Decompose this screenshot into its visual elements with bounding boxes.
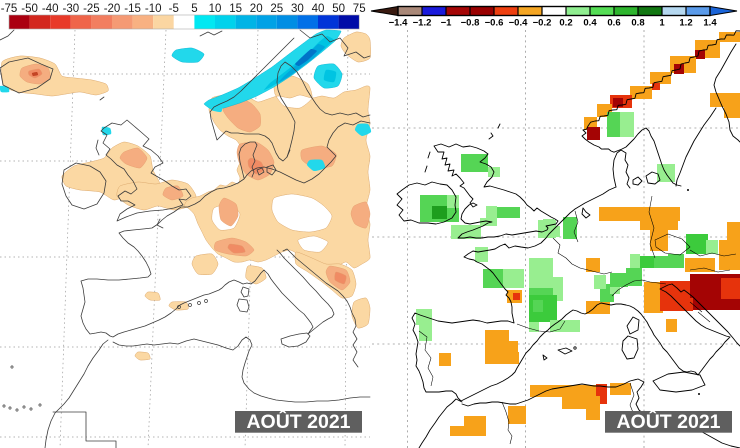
svg-text:25: 25 — [270, 3, 283, 15]
svg-text:-30: -30 — [62, 3, 79, 15]
svg-text:0.6: 0.6 — [607, 18, 620, 29]
svg-text:AOÛT 2021: AOÛT 2021 — [616, 409, 720, 433]
svg-text:30: 30 — [291, 3, 304, 15]
svg-text:40: 40 — [312, 3, 325, 15]
svg-text:AOÛT 2021: AOÛT 2021 — [246, 409, 350, 433]
svg-text:15: 15 — [229, 3, 242, 15]
svg-text:10: 10 — [209, 3, 222, 15]
svg-text:−0.8: −0.8 — [461, 18, 480, 29]
svg-text:1: 1 — [659, 18, 665, 29]
svg-text:1.2: 1.2 — [679, 18, 692, 29]
svg-text:−0.2: −0.2 — [533, 18, 552, 29]
svg-text:0.8: 0.8 — [631, 18, 644, 29]
svg-text:-75: -75 — [1, 3, 18, 15]
svg-text:−0.4: −0.4 — [509, 18, 528, 29]
svg-text:75: 75 — [353, 3, 366, 15]
svg-text:5: 5 — [191, 3, 197, 15]
svg-text:-50: -50 — [21, 3, 38, 15]
svg-text:−1.4: −1.4 — [389, 18, 408, 29]
svg-text:-15: -15 — [124, 3, 141, 15]
svg-text:-10: -10 — [145, 3, 162, 15]
svg-text:1.4: 1.4 — [703, 18, 717, 29]
svg-text:-20: -20 — [104, 3, 121, 15]
svg-text:−1: −1 — [441, 18, 453, 29]
svg-text:-25: -25 — [83, 3, 100, 15]
svg-text:50: 50 — [332, 3, 345, 15]
svg-text:20: 20 — [250, 3, 263, 15]
svg-text:0.2: 0.2 — [559, 18, 572, 29]
svg-text:−1.2: −1.2 — [413, 18, 432, 29]
svg-text:-5: -5 — [169, 3, 179, 15]
svg-text:-40: -40 — [42, 3, 59, 15]
svg-text:−0.6: −0.6 — [485, 18, 504, 29]
svg-text:0.4: 0.4 — [583, 18, 597, 29]
